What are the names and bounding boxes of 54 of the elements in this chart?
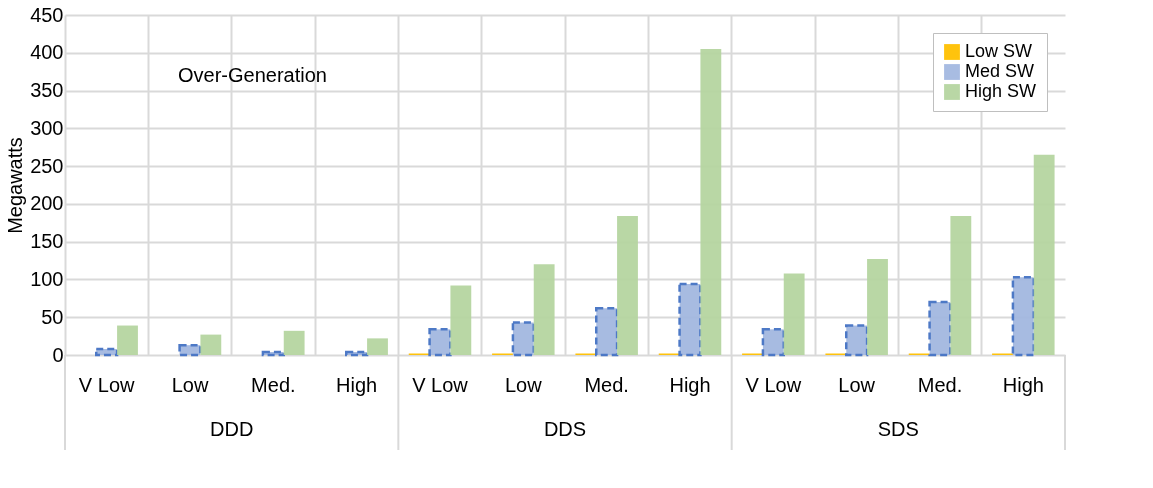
bar: [533, 264, 555, 355]
bar: [117, 325, 138, 355]
y-tick-label: 400: [30, 41, 64, 64]
x-tick-label: High: [669, 373, 711, 396]
x-tick-label: Med.: [917, 373, 963, 396]
y-tick-label: 200: [30, 192, 64, 215]
bar: [367, 338, 388, 355]
y-tick-label: 300: [30, 116, 64, 139]
text: DDS: [543, 418, 587, 440]
x-tick-label: V Low: [78, 373, 136, 396]
bar: [1011, 275, 1035, 357]
bar: [283, 330, 305, 355]
bar: [928, 300, 952, 357]
x-tick-label: Med.: [584, 373, 629, 396]
y-tick-label: 100: [30, 267, 64, 290]
y-tick-label: 250: [30, 154, 64, 177]
annotation: Over-Generation: [178, 64, 327, 87]
text: DDD: [209, 418, 254, 440]
bar: [617, 215, 638, 355]
bar: [450, 285, 472, 355]
x-tick-label: Low: [171, 373, 209, 396]
y-tick-label: 350: [30, 79, 64, 102]
bar: [95, 347, 119, 357]
bar: [783, 273, 805, 355]
legend-label: High SW: [965, 81, 1037, 101]
bar: [345, 350, 369, 357]
bar: [700, 49, 722, 355]
y-axis-title: Megawatts: [4, 137, 27, 234]
bar: [261, 350, 285, 357]
text: SDS: [877, 418, 919, 440]
bar: [511, 321, 535, 357]
y-tick-label: 150: [30, 230, 64, 253]
y-tick-label: 450: [30, 3, 64, 26]
x-tick-label: Low: [838, 373, 876, 396]
legend-label: Low SW: [965, 41, 1033, 61]
bar: [178, 343, 202, 357]
x-tick-label: V Low: [745, 373, 802, 396]
x-tick-label: Med.: [251, 373, 296, 396]
bar: [761, 328, 785, 357]
x-tick-label: High: [336, 373, 378, 396]
bar: [200, 334, 222, 355]
x-tick-label: V Low: [412, 373, 469, 396]
y-tick-label: 0: [52, 343, 64, 366]
x-tick-label: Low: [504, 373, 543, 396]
legend-label: Med SW: [965, 61, 1035, 81]
bar: [950, 215, 972, 355]
bar: [678, 282, 702, 357]
bar: [1033, 154, 1055, 355]
bar: [845, 324, 869, 357]
bar: [595, 306, 619, 357]
bar: [428, 328, 452, 357]
x-tick-label: High: [1002, 373, 1044, 396]
y-tick-label: 50: [41, 305, 64, 328]
bar: [867, 259, 888, 355]
